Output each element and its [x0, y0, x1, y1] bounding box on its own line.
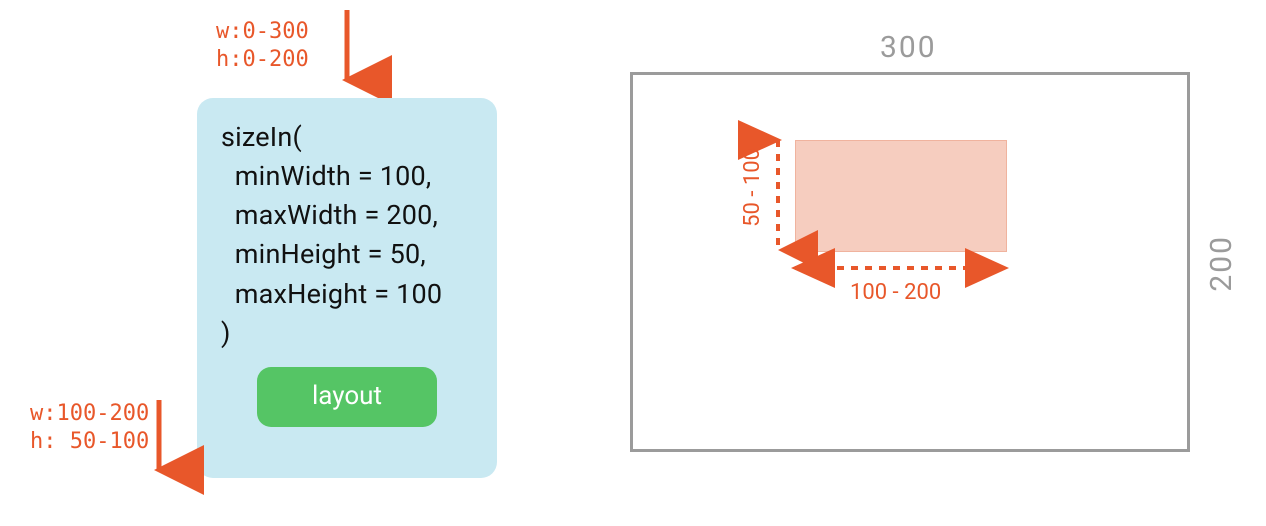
outgoing-constraints-arrow: [149, 400, 169, 492]
sizein-code-text: sizeIn( minWidth = 100, maxWidth = 200, …: [221, 118, 473, 353]
sizein-code-box: sizeIn( minWidth = 100, maxWidth = 200, …: [197, 98, 497, 478]
outgoing-constraints-label: w:100-200 h: 50-100: [30, 400, 149, 455]
parent-height-label: 200: [1204, 235, 1239, 292]
height-range-arrow: [770, 136, 786, 254]
height-range-label: 50 - 100: [740, 148, 765, 227]
incoming-constraints-label: w:0-300 h:0-200: [216, 18, 309, 73]
width-range-label: 100 - 200: [850, 280, 941, 305]
incoming-constraints-arrow: [337, 10, 357, 102]
width-range-arrow: [791, 260, 1009, 276]
parent-width-label: 300: [880, 30, 937, 65]
sized-child-rect: [795, 140, 1007, 252]
layout-button[interactable]: layout: [257, 367, 437, 427]
